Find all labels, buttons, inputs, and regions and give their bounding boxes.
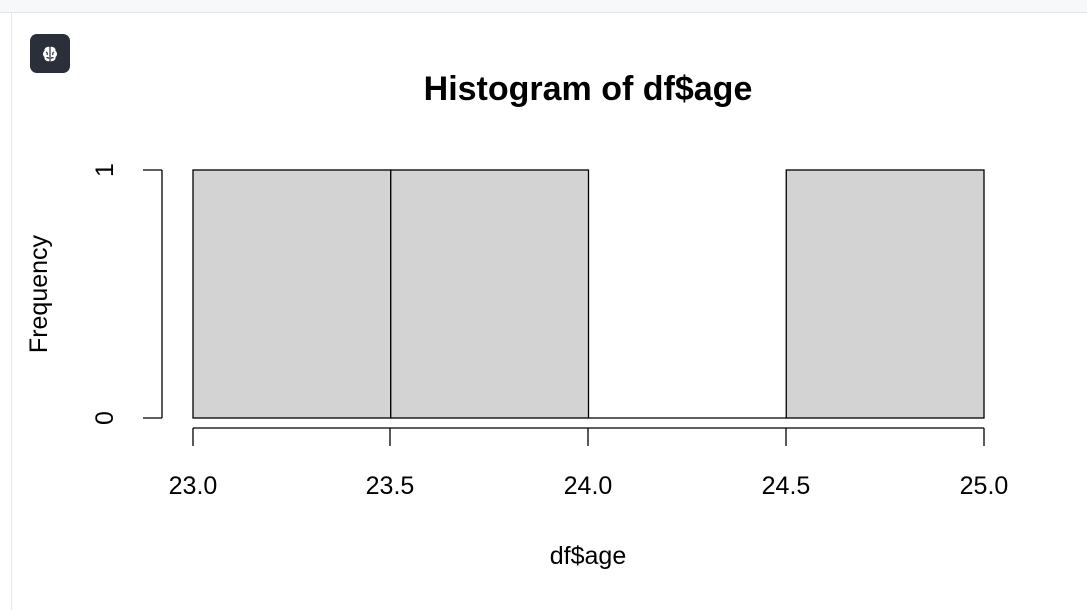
x-axis-label: df$age bbox=[550, 542, 626, 570]
x-tick-label-23-5: 23.5 bbox=[366, 472, 415, 500]
y-tick-label-0: 0 bbox=[91, 411, 119, 425]
x-axis: 23.0 23.5 24.0 24.5 25.0 bbox=[169, 427, 1009, 500]
top-toolbar-strip bbox=[0, 0, 1087, 13]
histogram-bar-1 bbox=[390, 169, 590, 419]
x-tick-label-23-0: 23.0 bbox=[169, 472, 218, 500]
bars-group bbox=[192, 169, 985, 419]
brain-icon[interactable] bbox=[30, 34, 70, 73]
x-tick-label-24-0: 24.0 bbox=[564, 472, 613, 500]
y-tick-label-1: 1 bbox=[91, 163, 119, 177]
chart-title: Histogram of df$age bbox=[424, 70, 753, 108]
x-tick-label-24-5: 24.5 bbox=[762, 472, 811, 500]
cell-gutter bbox=[0, 13, 12, 610]
brain-icon-glyph bbox=[43, 46, 57, 61]
y-axis-label: Frequency bbox=[25, 234, 53, 353]
histogram-bar-3 bbox=[785, 169, 985, 419]
y-axis: 1 0 bbox=[91, 163, 163, 425]
histogram-bar-0 bbox=[192, 169, 392, 419]
x-tick-label-25-0: 25.0 bbox=[960, 472, 1009, 500]
